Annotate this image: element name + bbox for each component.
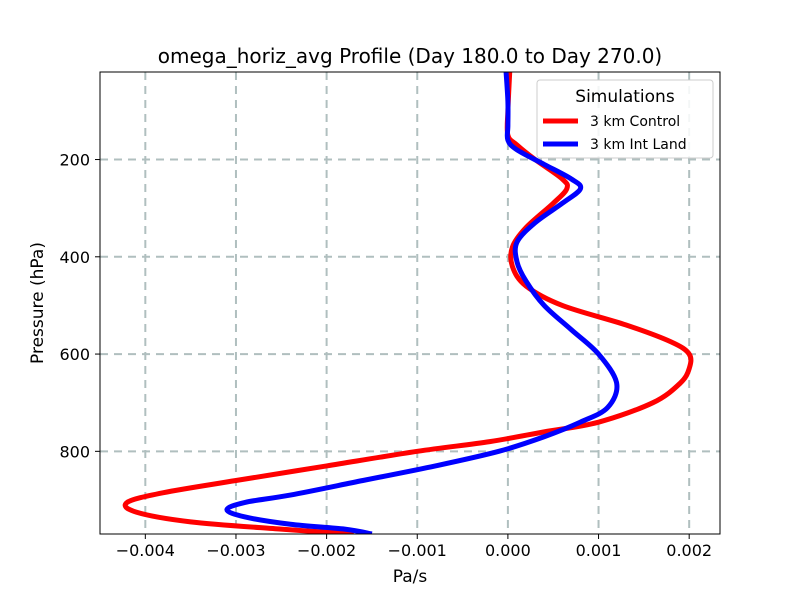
x-tick-label: −0.003 [206, 541, 265, 560]
series-line-control [122, 72, 694, 534]
y-tick-label: 400 [59, 248, 90, 267]
plot-frame [99, 71, 721, 535]
series-line-int-land [224, 72, 620, 534]
x-tick-label: −0.001 [388, 541, 447, 560]
y-tick-label: 200 [59, 151, 90, 170]
x-tick-label: −0.002 [297, 541, 356, 560]
legend-title: Simulations [575, 87, 675, 107]
x-axis-label: Pa/s [393, 567, 428, 587]
series-lines [122, 72, 694, 534]
axis-ticks: −0.004 −0.003 −0.002 −0.001 0.000 0.001 0.002 2… [59, 151, 712, 560]
legend: Simulations 3 km Control 3 km Int Land [536, 79, 714, 159]
y-axis-label: Pressure (hPa) [28, 242, 48, 364]
x-tick-label: 0.001 [576, 541, 622, 560]
x-tick-label: 0.000 [485, 541, 531, 560]
chart-title: omega_horiz_avg Profile (Day 180.0 to Da… [158, 44, 662, 68]
y-tick-label: 600 [59, 345, 90, 364]
y-tick-label: 800 [59, 442, 90, 461]
legend-label-int-land: 3 km Int Land [590, 137, 687, 153]
legend-label-control: 3 km Control [590, 114, 680, 130]
legend-box [536, 79, 714, 159]
x-tick-label: 0.002 [666, 541, 712, 560]
x-tick-label: −0.004 [116, 541, 175, 560]
